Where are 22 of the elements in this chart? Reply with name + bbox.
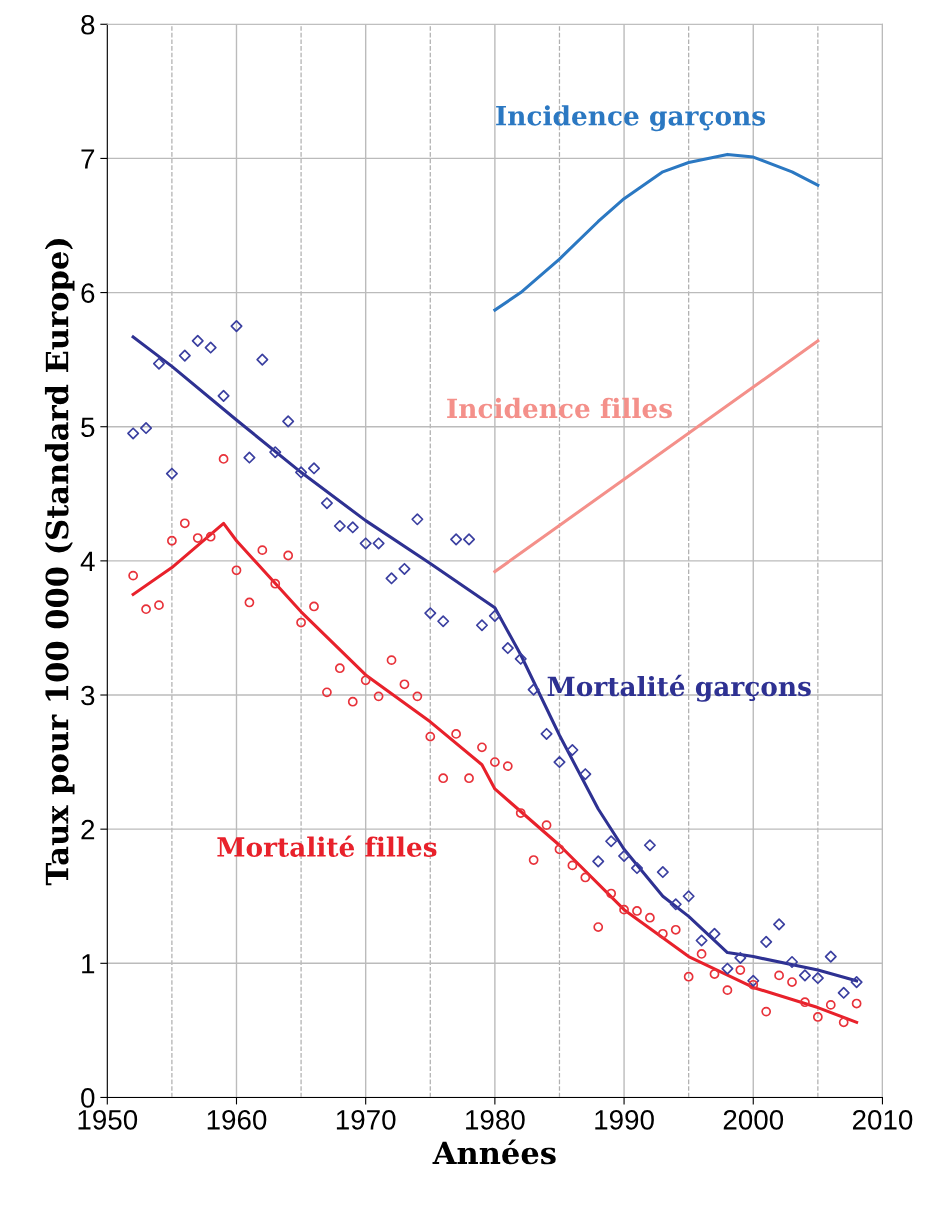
y-tick-label: 3 [81, 685, 95, 706]
series-label: Mortalité garçons [547, 674, 811, 702]
x-tick-label: 1960 [207, 1109, 267, 1130]
y-tick-label: 6 [81, 283, 95, 303]
x-tick-label: 1980 [466, 1109, 525, 1130]
x-tick-label: 2000 [723, 1109, 784, 1130]
x-axis-title: Années [432, 1139, 556, 1165]
y-tick-label: 5 [81, 417, 95, 438]
x-tick-label: 1970 [336, 1109, 396, 1130]
x-tick-label: 1950 [78, 1109, 138, 1130]
y-tick-label: 8 [81, 14, 95, 35]
y-tick-label: 7 [81, 149, 95, 169]
y-tick-label: 0 [81, 1088, 95, 1108]
series-label: Incidence garçons [496, 105, 766, 132]
x-tick-label: 1990 [595, 1109, 654, 1130]
y-tick-label: 4 [80, 551, 95, 571]
x-tick-label: 2010 [852, 1109, 913, 1130]
y-tick-label: 2 [81, 819, 95, 840]
text: Mortalité filles [217, 835, 437, 857]
y-tick-label: 1 [82, 954, 95, 974]
y-axis-title: Taux pour 100 000 (Standard Europe) [44, 239, 75, 886]
series-label: Incidence filles [447, 397, 672, 419]
